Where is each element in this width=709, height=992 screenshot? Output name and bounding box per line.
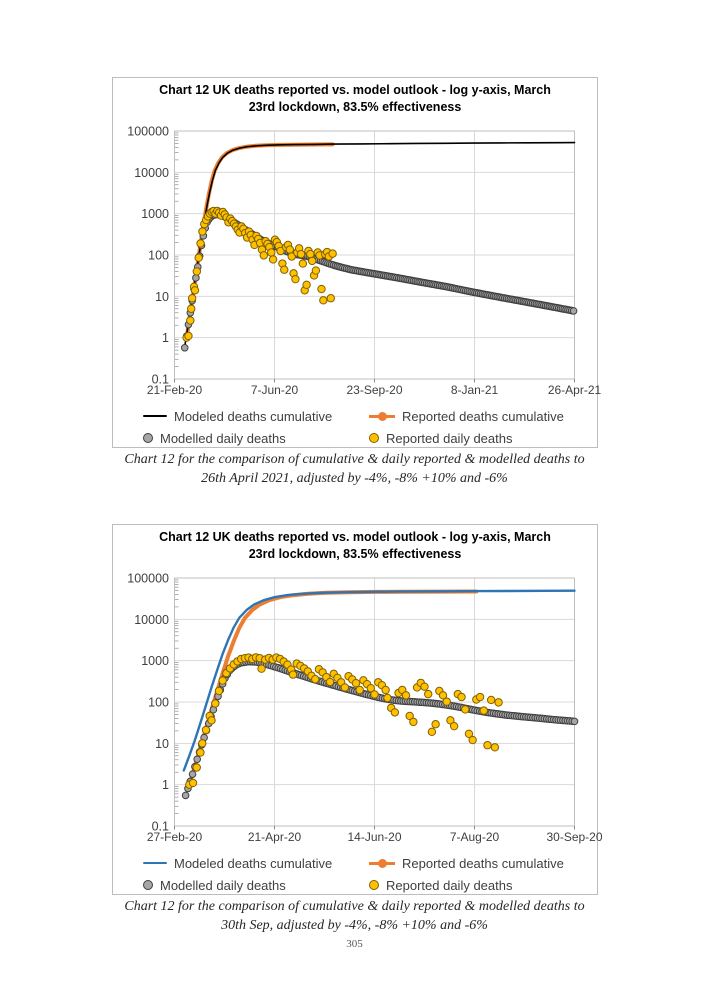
- x-tick-label: 21-Feb-20: [147, 383, 203, 397]
- y-tick-label: 100: [148, 696, 169, 710]
- chart-title-line1: Chart 12 UK deaths reported vs. model ou…: [159, 83, 551, 97]
- caption-line2: 30th Sep, adjusted by -4%, -8% +10% and …: [221, 918, 488, 933]
- legend-item-modeled-cumulative: Modeled deaths cumulative: [143, 406, 332, 426]
- y-tick-label: 1: [162, 778, 169, 792]
- line-marker-swatch-icon: [369, 411, 395, 421]
- figure-caption-bottom: Chart 12 for the comparison of cumulativ…: [0, 897, 709, 935]
- legend-label: Modelled daily deaths: [160, 430, 286, 446]
- chart-title: Chart 12 UK deaths reported vs. model ou…: [113, 529, 597, 562]
- chart-title-line2: 23rd lockdown, 83.5% effectiveness: [248, 99, 462, 114]
- legend-label: Reported deaths cumulative: [402, 855, 564, 871]
- legend-label: Reported daily deaths: [386, 430, 513, 446]
- x-tick-label: 23-Sep-20: [346, 383, 402, 397]
- x-tick-label: 7-Aug-20: [450, 830, 500, 844]
- y-tick-label: 100: [148, 249, 169, 263]
- y-tick-label: 10: [155, 737, 169, 751]
- x-tick-label: 8-Jan-21: [451, 383, 499, 397]
- legend-item-modeled-cumulative: Modeled deaths cumulative: [143, 853, 332, 873]
- y-tick-label: 1000: [141, 654, 169, 668]
- circle-marker-icon: [143, 880, 153, 890]
- x-tick-label: 26-Apr-21: [548, 383, 602, 397]
- x-tick-label: 14-Jun-20: [347, 830, 401, 844]
- x-tick-label: 30-Sep-20: [546, 830, 602, 844]
- legend-item-reported-daily: Reported daily deaths: [369, 875, 512, 895]
- chart-panel-bottom: Chart 12 UK deaths reported vs. model ou…: [112, 524, 603, 895]
- y-tick-label: 1000: [141, 207, 169, 221]
- circle-marker-icon: [369, 880, 379, 890]
- legend-label: Modeled deaths cumulative: [174, 855, 333, 871]
- line-marker-swatch-icon: [369, 858, 395, 868]
- chart-legend: Modeled deaths cumulative Reported death…: [113, 851, 597, 895]
- caption-line1: Chart 12 for the comparison of cumulativ…: [124, 899, 585, 914]
- x-tick-label: 7-Jun-20: [251, 383, 299, 397]
- axis-tick-labels: 100000 10000 1000 100 10 1 0.1 27-Feb-20…: [127, 572, 603, 845]
- legend-label: Reported deaths cumulative: [402, 408, 564, 424]
- figure-caption-top: Chart 12 for the comparison of cumulativ…: [0, 450, 709, 488]
- chart-title-line2: 23rd lockdown, 83.5% effectiveness: [248, 546, 462, 561]
- y-tick-label: 10: [155, 290, 169, 304]
- y-tick-label: 100000: [127, 572, 169, 586]
- line-swatch-icon: [143, 861, 167, 865]
- y-tick-label: 10000: [134, 166, 169, 180]
- line-swatch-icon: [143, 414, 167, 418]
- chart-panel-top: Chart 12 UK deaths reported vs. model ou…: [112, 77, 602, 448]
- y-tick-label: 10000: [134, 613, 169, 627]
- circle-marker-icon: [369, 433, 379, 443]
- chart-legend: Modeled deaths cumulative Reported death…: [113, 404, 597, 448]
- chart-title: Chart 12 UK deaths reported vs. model ou…: [113, 82, 597, 115]
- legend-label: Modelled daily deaths: [160, 877, 286, 893]
- caption-line1: Chart 12 for the comparison of cumulativ…: [124, 452, 585, 467]
- x-tick-label: 21-Apr-20: [248, 830, 302, 844]
- y-tick-label: 100000: [127, 125, 169, 139]
- legend-item-modelled-daily: Modelled daily deaths: [143, 428, 286, 448]
- axis-tick-labels: 100000 10000 1000 100 10 1 0.1 21-Feb-20…: [127, 125, 601, 398]
- circle-marker-icon: [143, 433, 153, 443]
- plot-area: 100000 10000 1000 100 10 1 0.1 21-Feb-20…: [127, 125, 601, 398]
- y-tick-label: 0.1: [152, 373, 169, 387]
- legend-label: Reported daily deaths: [386, 877, 513, 893]
- plot-area: 100000 10000 1000 100 10 1 0.1 27-Feb-20…: [127, 572, 603, 845]
- y-tick-label: 1: [162, 331, 169, 345]
- chart-title-line1: Chart 12 UK deaths reported vs. model ou…: [159, 530, 551, 544]
- legend-label: Modeled deaths cumulative: [174, 408, 333, 424]
- legend-item-reported-cumulative: Reported deaths cumulative: [369, 406, 564, 426]
- x-tick-label: 27-Feb-20: [147, 830, 203, 844]
- y-tick-label: 0.1: [152, 820, 169, 834]
- caption-line2: 26th April 2021, adjusted by -4%, -8% +1…: [201, 471, 508, 486]
- page-number: 305: [346, 938, 363, 950]
- legend-item-modelled-daily: Modelled daily deaths: [143, 875, 286, 895]
- legend-item-reported-cumulative: Reported deaths cumulative: [369, 853, 564, 873]
- legend-item-reported-daily: Reported daily deaths: [369, 428, 512, 448]
